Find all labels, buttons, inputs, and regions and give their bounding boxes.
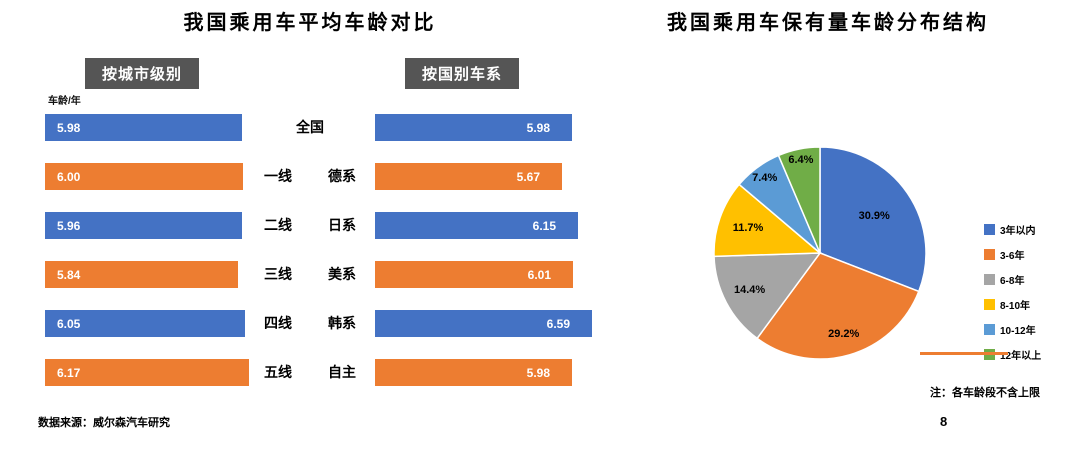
legend-label: 12年以上 bbox=[1000, 351, 1042, 362]
country-series-bar: 5.98 bbox=[375, 114, 572, 141]
pie-slice-2 bbox=[713, 252, 822, 340]
bar-value-label: 6.17 bbox=[57, 365, 81, 380]
pie-value-label: 7.4% bbox=[752, 171, 778, 184]
unit-label: 车龄/年 bbox=[48, 96, 81, 107]
pie-labels: 30.9% 29.2% 14.4% 11.7% 7.4% 6.4% bbox=[713, 146, 927, 360]
pie-note: 注：各车龄段不含上限 bbox=[930, 387, 1040, 399]
legend-label: 3-6年 bbox=[1000, 251, 1025, 262]
country-series-bar: 5.98 bbox=[375, 359, 572, 386]
bar-value-label: 5.84 bbox=[57, 267, 81, 282]
pie-slice-0 bbox=[819, 146, 927, 293]
group-header-city-tier: 按城市级别 bbox=[85, 58, 200, 89]
bar-value-label: 6.05 bbox=[57, 316, 81, 331]
legend-label: 10-12年 bbox=[1000, 326, 1036, 337]
country-series-label: 韩系 bbox=[328, 315, 356, 331]
country-series-label: 日系 bbox=[328, 217, 356, 233]
city-tier-bar: 5.96 bbox=[45, 212, 242, 239]
legend-swatch bbox=[984, 324, 995, 335]
city-tier-label: 二线 bbox=[264, 217, 292, 233]
city-tier-bar: 5.84 bbox=[45, 261, 238, 288]
bar-value-label: 5.98 bbox=[526, 365, 550, 380]
bar-value-label: 5.98 bbox=[57, 120, 81, 135]
pie-slice-5 bbox=[777, 146, 821, 254]
right-chart-title: 我国乘用车保有量车龄分布结构 bbox=[667, 12, 989, 34]
bar-value-label: 6.15 bbox=[532, 218, 556, 233]
bar-value-label: 5.67 bbox=[516, 169, 540, 184]
pie-value-label: 11.7% bbox=[732, 221, 764, 234]
pie-value-label: 29.2% bbox=[828, 328, 860, 341]
country-series-bar: 6.59 bbox=[375, 310, 592, 337]
city-tier-bar: 5.98 bbox=[45, 114, 242, 141]
legend-item: 3-6年 bbox=[984, 247, 1041, 262]
data-source: 数据来源：威尔森汽车研究 bbox=[38, 417, 170, 429]
pie-slice-1 bbox=[756, 252, 920, 360]
legend-item: 6-8年 bbox=[984, 272, 1041, 287]
pie-slice-3 bbox=[713, 183, 822, 258]
city-tier-label: 四线 bbox=[264, 315, 292, 331]
legend-item: 10-12年 bbox=[984, 322, 1041, 337]
legend-swatch bbox=[984, 274, 995, 285]
country-series-label: 自主 bbox=[328, 364, 356, 380]
country-series-bar: 6.01 bbox=[375, 261, 573, 288]
country-series-bar: 5.67 bbox=[375, 163, 562, 190]
legend-label: 8-10年 bbox=[1000, 301, 1031, 312]
pie-value-label: 6.4% bbox=[788, 153, 814, 166]
decorative-orange-line bbox=[920, 352, 1008, 355]
city-tier-label: 三线 bbox=[264, 266, 292, 282]
country-series-label: 美系 bbox=[328, 266, 356, 282]
pie-chart: 30.9% 29.2% 14.4% 11.7% 7.4% 6.4% bbox=[713, 146, 927, 360]
bar-value-label: 6.59 bbox=[546, 316, 570, 331]
pie-value-label: 30.9% bbox=[858, 209, 890, 222]
pie-svg bbox=[713, 146, 927, 360]
bar-value-label: 6.00 bbox=[57, 169, 81, 184]
bar-value-label: 5.96 bbox=[57, 218, 81, 233]
left-chart-title: 我国乘用车平均车龄对比 bbox=[183, 12, 437, 34]
legend-swatch bbox=[984, 224, 995, 235]
country-series-label: 德系 bbox=[328, 168, 356, 184]
legend-label: 3年以内 bbox=[1000, 226, 1036, 237]
legend-label: 6-8年 bbox=[1000, 276, 1025, 287]
city-tier-bar: 6.00 bbox=[45, 163, 243, 190]
city-tier-bar: 6.17 bbox=[45, 359, 249, 386]
page-number: 8 bbox=[940, 414, 948, 429]
city-tier-bar: 6.05 bbox=[45, 310, 245, 337]
legend-item: 8-10年 bbox=[984, 297, 1041, 312]
pie-legend: 3年以内 3-6年 6-8年 8-10年 10-12年 12年以上 bbox=[984, 222, 1041, 362]
city-tier-label: 五线 bbox=[264, 364, 292, 380]
pie-value-label: 14.4% bbox=[733, 284, 766, 296]
city-tier-label: 一线 bbox=[264, 168, 292, 184]
legend-swatch bbox=[984, 299, 995, 310]
bar-value-label: 6.01 bbox=[527, 267, 551, 282]
bar-value-label: 5.98 bbox=[526, 120, 550, 135]
group-header-country-series: 按国别车系 bbox=[405, 58, 520, 89]
country-series-bar: 6.15 bbox=[375, 212, 578, 239]
legend-item: 3年以内 bbox=[984, 222, 1041, 237]
row-label-national: 全国 bbox=[296, 119, 324, 135]
legend-swatch bbox=[984, 249, 995, 260]
